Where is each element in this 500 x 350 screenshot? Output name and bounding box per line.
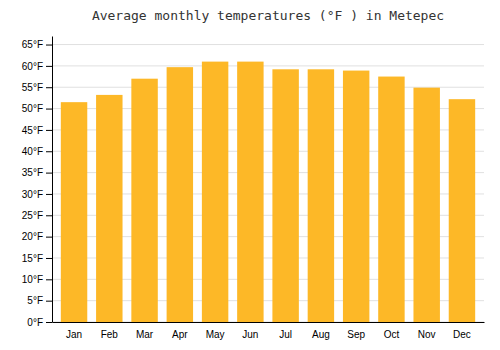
y-tick-label: 35°F <box>22 167 43 178</box>
y-tick-mark <box>46 258 52 259</box>
x-tick-label: May <box>206 329 225 340</box>
y-tick-mark <box>46 173 52 174</box>
y-tick-label: 50°F <box>22 103 43 114</box>
x-tick: Jul <box>279 329 292 340</box>
y-tick: 15°F <box>22 253 52 264</box>
y-tick-label: 20°F <box>22 231 43 242</box>
y-tick-label: 10°F <box>22 274 43 285</box>
y-tick: 45°F <box>22 125 52 136</box>
y-axis-line <box>52 37 53 323</box>
y-tick-label: 25°F <box>22 210 43 221</box>
grid <box>52 45 484 322</box>
x-tick-label: Apr <box>172 329 188 340</box>
y-tick-mark <box>46 87 52 88</box>
y-tick: 10°F <box>22 274 52 285</box>
x-tick: Apr <box>172 329 188 340</box>
y-tick-mark <box>46 45 52 46</box>
bar <box>96 95 122 322</box>
y-tick-mark <box>46 130 52 131</box>
x-axis-line <box>53 322 485 323</box>
y-tick-mark <box>46 66 52 67</box>
y-tick: 0°F <box>27 317 52 328</box>
x-tick-label: Mar <box>136 329 154 340</box>
x-tick: Jan <box>66 329 82 340</box>
y-tick-label: 55°F <box>22 82 43 93</box>
x-tick: Feb <box>101 329 119 340</box>
bar <box>343 71 369 322</box>
bar <box>308 69 334 322</box>
y-tick-mark <box>46 215 52 216</box>
bar <box>237 62 263 322</box>
y-tick-label: 45°F <box>22 125 43 136</box>
y-tick: 50°F <box>22 103 52 114</box>
y-tick: 60°F <box>22 61 52 72</box>
bar <box>378 77 404 322</box>
y-tick-label: 65°F <box>22 39 43 50</box>
x-tick-label: Jun <box>242 329 258 340</box>
y-tick: 30°F <box>22 189 52 200</box>
y-tick-label: 5°F <box>27 295 43 306</box>
x-tick: Nov <box>418 329 436 340</box>
bar <box>131 79 157 322</box>
x-tick-label: Jan <box>66 329 82 340</box>
x-tick-label: Feb <box>101 329 119 340</box>
x-tick: Dec <box>453 329 471 340</box>
x-tick: Oct <box>384 329 400 340</box>
x-tick-label: Aug <box>312 329 330 340</box>
x-tick: Jun <box>242 329 258 340</box>
y-tick: 25°F <box>22 210 52 221</box>
bar <box>413 88 439 322</box>
y-tick: 40°F <box>22 146 52 157</box>
y-tick-mark <box>46 237 52 238</box>
bar <box>202 62 228 322</box>
y-tick-mark <box>46 279 52 280</box>
y-tick-mark <box>46 109 52 110</box>
y-axis: 0°F 5°F 10°F 15°F 20°F 25°F 30°F 35°F 40°F 45°F 50… <box>22 37 53 328</box>
x-tick: Sep <box>347 329 365 340</box>
x-tick: Mar <box>136 329 154 340</box>
y-tick: 20°F <box>22 231 52 242</box>
y-tick-label: 15°F <box>22 253 43 264</box>
y-tick-label: 0°F <box>27 317 43 328</box>
grid-line <box>52 65 484 66</box>
bar <box>449 99 475 322</box>
bars <box>61 62 475 322</box>
grid-line <box>52 87 484 88</box>
x-axis: Jan Feb Mar Apr May Jun Jul Aug Sep Oct Nov Dec <box>53 323 485 341</box>
bar <box>61 102 87 322</box>
y-tick-mark <box>46 194 52 195</box>
bar <box>167 67 193 322</box>
y-tick: 55°F <box>22 82 52 93</box>
x-tick-label: Dec <box>453 329 471 340</box>
x-tick-label: Sep <box>347 329 365 340</box>
y-tick: 65°F <box>22 39 52 50</box>
y-tick: 35°F <box>22 167 52 178</box>
x-tick: Aug <box>312 329 330 340</box>
y-tick-mark <box>46 151 52 152</box>
chart: 0°F 5°F 10°F 15°F 20°F 25°F 30°F 35°F 40°F 45°F 50… <box>0 0 500 350</box>
x-tick-label: Nov <box>418 329 436 340</box>
y-tick: 5°F <box>27 295 52 306</box>
y-tick-mark <box>46 322 52 323</box>
title: Average monthly temperatures (°F ) in Me… <box>92 8 444 23</box>
grid-line <box>52 44 484 45</box>
y-tick-label: 60°F <box>22 61 43 72</box>
bar <box>272 69 298 322</box>
x-tick: May <box>206 329 225 340</box>
x-tick-label: Jul <box>279 329 292 340</box>
y-tick-label: 30°F <box>22 189 43 200</box>
plot: 0°F 5°F 10°F 15°F 20°F 25°F 30°F 35°F 40°F 45°F 50… <box>22 37 485 341</box>
y-tick-mark <box>46 301 52 302</box>
x-tick-label: Oct <box>384 329 400 340</box>
y-tick-label: 40°F <box>22 146 43 157</box>
